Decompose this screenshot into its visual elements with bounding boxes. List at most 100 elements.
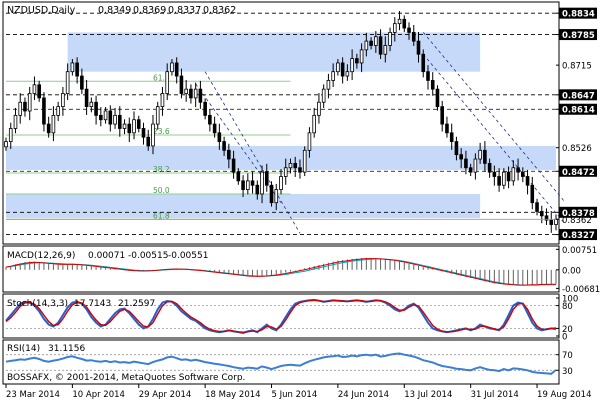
candle-body bbox=[483, 149, 487, 164]
price-axis-label-0: 0.8834 bbox=[562, 10, 595, 20]
candle-body bbox=[506, 171, 511, 182]
candle-body bbox=[127, 123, 132, 134]
price-tag-bg-7 bbox=[559, 206, 597, 218]
candle-body bbox=[212, 123, 217, 134]
candle-body bbox=[189, 88, 193, 99]
candle-body bbox=[364, 40, 369, 51]
candle-body bbox=[350, 58, 354, 73]
x-axis-label-8: 19 Aug 2014 bbox=[537, 390, 591, 400]
price-tag-bg-3 bbox=[559, 89, 597, 101]
copyright-text: BOSSAFX, © 2001-2014, MetaQuotes Softwar… bbox=[7, 373, 245, 383]
rsi-line bbox=[5, 352, 557, 375]
candle-body bbox=[46, 123, 51, 134]
candle-body bbox=[32, 84, 37, 94]
rsi-layer: 70 30 bbox=[5, 351, 573, 377]
price-axis-label-8: 0.8362 bbox=[562, 216, 592, 226]
candle-body bbox=[108, 110, 113, 125]
candle-body bbox=[355, 58, 359, 64]
candle-body bbox=[141, 128, 146, 138]
candle-body bbox=[317, 101, 321, 116]
price-tag-bg-4 bbox=[559, 103, 597, 115]
stoch-axis-label-0: 100 bbox=[562, 295, 578, 305]
candle-body bbox=[549, 219, 554, 225]
macd-axis-label-0: 0.00751 bbox=[562, 246, 597, 256]
rsi-axis-label-0: 70 bbox=[562, 351, 573, 361]
candle-body bbox=[426, 71, 430, 81]
price-axis-label-4: 0.8614 bbox=[562, 106, 595, 116]
candle-body bbox=[4, 141, 8, 148]
price-layer: 61.8 23.6 38.2 50.0 61.8 bbox=[4, 10, 566, 235]
candle-body bbox=[345, 71, 350, 77]
candle-body bbox=[293, 162, 298, 169]
fib-label-0: 61.8 bbox=[153, 73, 170, 82]
stoch-axis-label-2: 20 bbox=[562, 325, 573, 335]
candle-body bbox=[525, 176, 530, 186]
candle-body bbox=[331, 71, 335, 81]
candle-body bbox=[51, 114, 56, 134]
stoch-axis-label-3: 0 bbox=[562, 333, 567, 343]
candle-body bbox=[326, 80, 331, 90]
price-tag-bg-9 bbox=[559, 229, 597, 241]
stoch-value-signal: 21.2597 bbox=[118, 299, 155, 309]
candle-body bbox=[198, 88, 203, 103]
candle-body bbox=[473, 158, 478, 173]
macd-axis-label-1: 0.00 bbox=[562, 266, 581, 276]
candle-body bbox=[336, 62, 340, 73]
candle-body bbox=[56, 106, 60, 116]
candle-body bbox=[208, 114, 212, 125]
stoch-signal-line bbox=[5, 299, 557, 333]
candle-body bbox=[402, 18, 407, 29]
candle-body bbox=[217, 132, 222, 142]
candle-body bbox=[70, 62, 75, 73]
candle-body bbox=[445, 123, 449, 134]
candle-body bbox=[136, 119, 141, 129]
macd-value-hist: -0.00551 bbox=[168, 251, 208, 261]
candle-body bbox=[478, 149, 482, 160]
candle-body bbox=[222, 141, 226, 151]
candle-body bbox=[459, 154, 463, 160]
candle-body bbox=[530, 184, 535, 204]
macd-layer: 0.00751 0.00 -0.00681 bbox=[5, 246, 600, 295]
channel-line-2 bbox=[422, 32, 566, 203]
macd-signal-line bbox=[5, 258, 556, 286]
price-axis-label-3: 0.8647 bbox=[562, 91, 595, 101]
candle-body bbox=[165, 71, 170, 94]
stoch-value-main: 17.7143 bbox=[74, 299, 111, 309]
candle-body bbox=[544, 215, 549, 221]
candle-body bbox=[122, 123, 127, 129]
candle-body bbox=[535, 202, 539, 212]
candle-body bbox=[464, 158, 468, 169]
price-axis-label-7: 0.8378 bbox=[562, 209, 595, 219]
candle-body bbox=[378, 36, 383, 55]
candle-body bbox=[468, 167, 473, 173]
candle-body bbox=[307, 132, 312, 151]
candle-body bbox=[435, 88, 440, 108]
candle-body bbox=[65, 71, 70, 94]
candle-body bbox=[236, 171, 241, 182]
candle-body bbox=[179, 75, 184, 94]
price-axis-label-5: 0.8526 bbox=[562, 144, 592, 154]
candle-body bbox=[516, 167, 520, 173]
candle-body bbox=[359, 49, 364, 64]
candle-body bbox=[94, 101, 98, 116]
candle-body bbox=[255, 184, 260, 195]
candle-body bbox=[302, 149, 307, 173]
candle-body bbox=[279, 176, 283, 190]
candle-body bbox=[193, 88, 198, 99]
macd-value-main: 0.00071 bbox=[88, 251, 125, 261]
price-tag-bg-1 bbox=[559, 29, 597, 41]
candle-body bbox=[23, 101, 27, 112]
price-tag-bg-0 bbox=[559, 7, 597, 19]
candle-body bbox=[231, 158, 236, 173]
ohlc-high: 0.8369 bbox=[133, 5, 166, 16]
candle-body bbox=[18, 101, 23, 116]
stoch-axis-label-1: 80 bbox=[562, 302, 573, 312]
candle-body bbox=[554, 218, 558, 225]
candle-body bbox=[184, 88, 188, 94]
ohlc-close: 0.8362 bbox=[203, 5, 236, 16]
candle-body bbox=[241, 180, 245, 190]
candle-body bbox=[250, 180, 255, 186]
sr-zone-0 bbox=[67, 32, 481, 72]
channel-line-3 bbox=[422, 53, 566, 225]
rsi-axis-label-1: 30 bbox=[562, 367, 573, 377]
